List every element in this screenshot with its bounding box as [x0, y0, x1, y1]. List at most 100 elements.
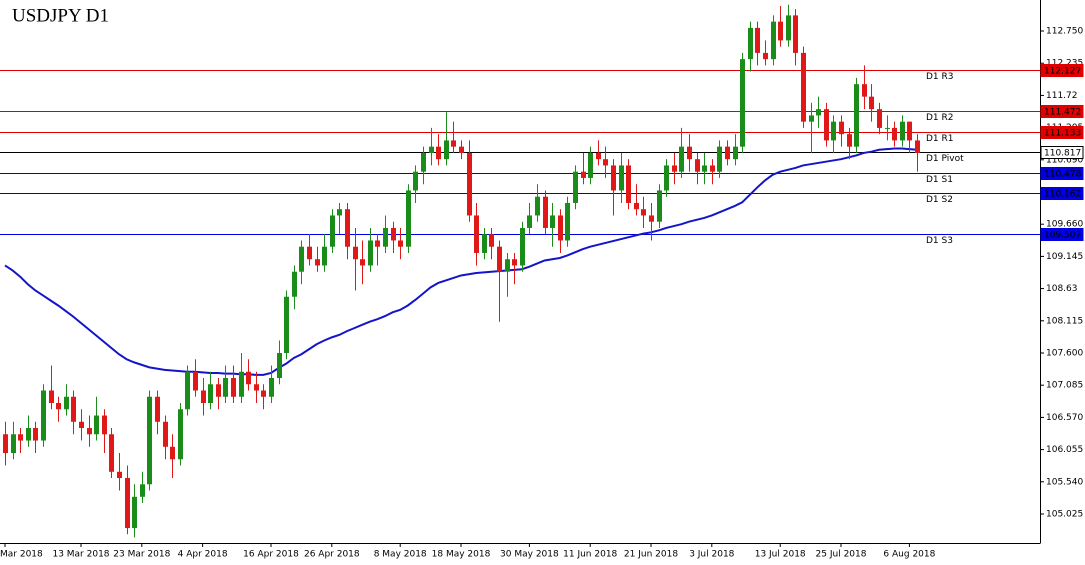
candle-body — [626, 165, 631, 203]
y-tick-label: 109.145 — [1046, 252, 1083, 262]
candle-body — [474, 215, 479, 253]
level-tag — [1040, 167, 1084, 180]
candle-body — [261, 390, 266, 397]
candle-body — [330, 215, 335, 247]
candle-body — [239, 371, 244, 397]
candle-body — [771, 21, 776, 60]
y-tick-label: 111.72 — [1046, 91, 1078, 101]
level-value: 110.162 — [1044, 190, 1081, 200]
candle-body — [406, 190, 411, 247]
y-tick-label: 112.750 — [1046, 27, 1083, 37]
candle-body — [527, 215, 532, 228]
candle-body — [839, 121, 844, 135]
candle-body — [208, 384, 213, 404]
candle-body — [611, 165, 616, 191]
x-tick-label: 8 May 2018 — [374, 550, 427, 560]
candle-body — [299, 246, 304, 272]
candle-body — [497, 246, 502, 272]
x-tick-label: 3 Jul 2018 — [689, 550, 734, 560]
x-tick-label: 16 Apr 2018 — [243, 550, 299, 560]
y-tick-label: 110.690 — [1046, 155, 1083, 165]
level-tag — [1040, 228, 1084, 241]
x-tick-label: 13 Jul 2018 — [755, 550, 806, 560]
candle-body — [619, 165, 624, 191]
candle-body — [421, 152, 426, 172]
candle-body — [733, 146, 738, 160]
candle-body — [786, 15, 791, 41]
candle-body — [170, 446, 175, 460]
level-value: 111.133 — [1044, 129, 1081, 139]
level-value: 110.478 — [1044, 170, 1081, 180]
candle-body — [87, 428, 92, 435]
candle-body — [307, 246, 312, 260]
candle-body — [581, 171, 586, 178]
candle-body — [900, 121, 905, 141]
candle-body — [193, 371, 198, 391]
candle-body — [322, 246, 327, 266]
candle-body — [687, 146, 692, 160]
candle-body — [201, 390, 206, 404]
candle-body — [41, 390, 46, 441]
candle-body — [375, 240, 380, 247]
level-value: 112.127 — [1044, 67, 1081, 77]
candle-body — [649, 215, 654, 222]
candle-body — [778, 21, 783, 41]
y-tick-label: 107.085 — [1046, 381, 1083, 391]
x-tick-label: 4 Apr 2018 — [178, 550, 228, 560]
candle-body — [79, 421, 84, 429]
candle-body — [512, 259, 517, 266]
moving-average — [4, 147, 918, 376]
candle-body — [588, 152, 593, 178]
candle-body — [353, 246, 358, 260]
candle-body — [163, 421, 168, 447]
candle-body — [231, 378, 236, 397]
candle-body — [155, 396, 160, 422]
x-tick-label: 25 Jul 2018 — [816, 550, 867, 560]
candle-body — [885, 127, 890, 129]
candle-body — [657, 190, 662, 222]
candle-body — [109, 434, 114, 472]
y-tick-label: 105.025 — [1046, 509, 1083, 519]
candle-body — [147, 396, 152, 485]
candle-body — [178, 409, 183, 460]
level-tags: 112.127 111.472 111.133 110.817 110.478 110.1… — [1040, 64, 1084, 241]
candle-body — [702, 165, 707, 172]
candle-body — [755, 27, 760, 53]
level-tag — [1040, 105, 1084, 118]
candle-body — [520, 227, 525, 266]
candle-body — [223, 378, 228, 397]
candle-body — [292, 271, 297, 297]
candle-body — [360, 259, 365, 266]
candle-body — [436, 146, 441, 160]
candle-body — [717, 146, 722, 172]
candle-body — [634, 202, 639, 210]
candle-body — [892, 127, 897, 141]
x-tick-label: 13 Mar 2018 — [52, 550, 109, 560]
level-name: D1 S2 — [926, 195, 953, 205]
candle-body — [641, 209, 646, 216]
candle-body — [368, 240, 373, 266]
candle-body — [345, 209, 350, 247]
candle-body — [801, 52, 806, 122]
candle-body — [740, 59, 745, 147]
candle-body — [543, 196, 548, 228]
level-name: D1 R3 — [926, 72, 954, 82]
candle-body — [102, 415, 107, 435]
candle-body — [269, 378, 274, 397]
candle-body — [877, 109, 882, 128]
y-tick-label: 106.570 — [1046, 413, 1083, 423]
candle-body — [793, 15, 798, 53]
candle-body — [664, 165, 669, 191]
level-value: 110.817 — [1044, 149, 1081, 159]
candle-body — [429, 146, 434, 153]
candle-body — [831, 121, 836, 141]
x-tick-label: 21 Jun 2018 — [624, 550, 678, 560]
y-tick-label: 108.63 — [1046, 284, 1078, 294]
candle-body — [413, 171, 418, 191]
y-tick-label: 107.600 — [1046, 348, 1083, 358]
candle-body — [71, 396, 76, 422]
level-tag — [1040, 146, 1084, 159]
candle-body — [816, 109, 821, 116]
candle-body — [315, 259, 320, 266]
